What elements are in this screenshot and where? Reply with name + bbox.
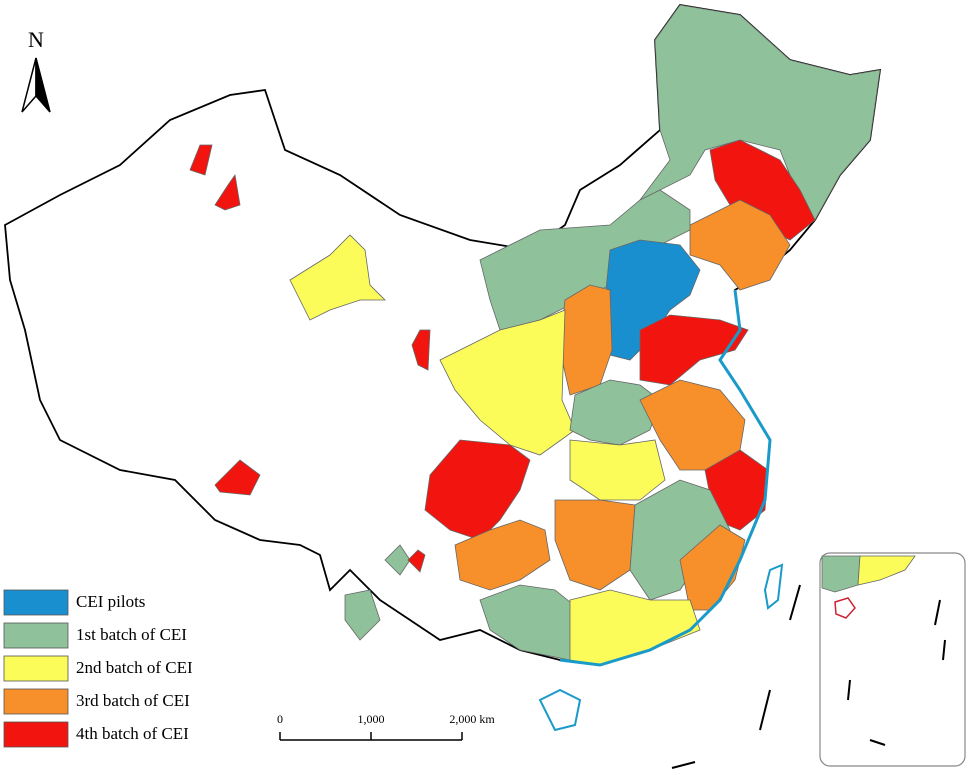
region	[709, 139, 816, 241]
boundary-dash	[759, 689, 771, 731]
legend-label: 2nd batch of CEI	[76, 658, 193, 677]
hainan	[538, 688, 582, 732]
boundary-dash	[671, 761, 696, 769]
region	[289, 234, 386, 321]
north-arrow-left	[21, 57, 37, 113]
region	[554, 499, 636, 591]
inset-dash	[869, 739, 886, 746]
regions	[189, 4, 881, 666]
inset-dash	[934, 599, 941, 626]
region	[569, 379, 661, 446]
scale-label: 0	[277, 712, 283, 726]
region	[214, 173, 241, 211]
scale-label: 1,000	[358, 712, 385, 726]
boundary-dash	[789, 584, 801, 621]
coastline	[559, 289, 772, 667]
legend-swatch	[3, 655, 69, 682]
inset-region	[821, 555, 861, 593]
inset-dash	[942, 639, 946, 661]
region	[454, 519, 551, 591]
north-arrow-right	[35, 57, 51, 113]
legend-swatch	[3, 721, 69, 748]
region	[439, 309, 576, 456]
north-label: N	[28, 27, 44, 52]
inset-frame	[819, 552, 966, 767]
legend-swatch	[3, 622, 69, 649]
taiwan	[763, 563, 784, 610]
region	[407, 549, 426, 573]
inset-hainan	[834, 597, 856, 619]
scale-label: 2,000 km	[449, 712, 495, 726]
legend-label: 1st batch of CEI	[76, 625, 187, 644]
region	[569, 439, 666, 501]
legend-swatch	[3, 688, 69, 715]
region	[189, 144, 213, 176]
region	[639, 314, 749, 386]
legend-swatch	[3, 589, 69, 616]
region	[689, 199, 791, 291]
scale-bar: 0 1,000 2,000 km	[277, 712, 495, 741]
legend-label: 4th batch of CEI	[76, 724, 189, 743]
legend: CEI pilots 1st batch of CEI 2nd batch of C…	[3, 589, 193, 748]
legend-label: 3rd batch of CEI	[76, 691, 190, 710]
region	[214, 459, 261, 496]
legend-label: CEI pilots	[76, 592, 145, 611]
inset-region	[857, 555, 916, 586]
region	[411, 329, 431, 371]
region	[344, 589, 381, 641]
inset-dash	[847, 679, 851, 701]
region	[424, 439, 531, 541]
